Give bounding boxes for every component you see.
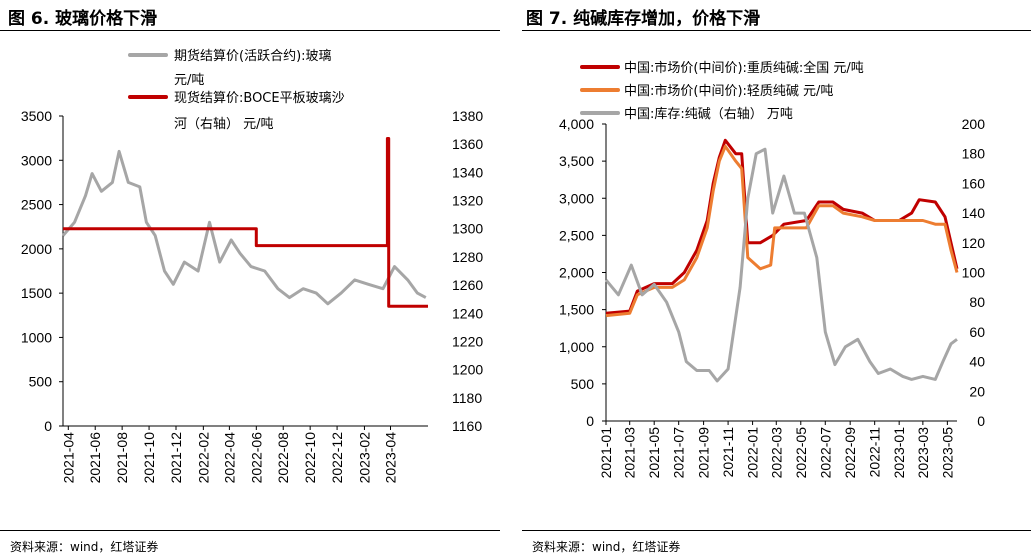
- x-tick-label: 2022-03: [768, 427, 784, 479]
- legend-label: 中国:库存:纯碱（右轴） 万吨: [624, 106, 793, 122]
- series-line-0: [61, 149, 427, 306]
- y2-tick-label: 80: [969, 294, 985, 310]
- x-tick-label: 2022-05: [793, 427, 809, 479]
- x-tick-label: 2022-09: [842, 427, 858, 479]
- series-line-0: [605, 138, 959, 315]
- chart1-title: 图 6. 玻璃价格下滑: [8, 9, 158, 29]
- x-tick-label: 2021-08: [114, 432, 130, 484]
- y2-tick-label: 180: [962, 146, 986, 162]
- x-tick-label: 2022-01: [745, 427, 761, 479]
- y2-tick-label: 0: [977, 413, 985, 429]
- x-tick-label: 2021-10: [141, 432, 157, 484]
- y2-tick-label: 120: [962, 235, 986, 251]
- legend-label: 期货结算价(活跃合约):玻璃: [174, 48, 332, 64]
- x-tick-label: 2021-09: [696, 427, 712, 479]
- y2-tick-label: 1320: [452, 193, 483, 209]
- y-tick-label: 2,000: [559, 265, 594, 281]
- y2-tick-label: 140: [962, 205, 986, 221]
- y-tick-label: 500: [571, 376, 595, 392]
- y-tick-label: 3,500: [559, 153, 594, 169]
- chart2-title: 图 7. 纯碱库存增加，价格下滑: [526, 9, 761, 29]
- y-tick-label: 0: [44, 418, 52, 434]
- y2-tick-label: 40: [969, 354, 985, 370]
- y2-tick-label: 1380: [452, 108, 483, 124]
- x-tick-label: 2022-07: [817, 427, 833, 479]
- y-tick-label: 1000: [21, 329, 52, 345]
- y-tick-label: 2500: [21, 197, 52, 213]
- title-rule: [522, 30, 1031, 31]
- x-tick-label: 2022-02: [195, 432, 211, 484]
- y2-tick-label: 1280: [452, 249, 483, 265]
- y2-tick-label: 1300: [452, 221, 483, 237]
- y2-tick-label: 200: [962, 116, 986, 132]
- x-tick-label: 2022-10: [302, 432, 318, 484]
- legend-label: 元/吨: [174, 73, 204, 88]
- legend-label: 中国:市场价(中间价):重质纯碱:全国 元/吨: [624, 60, 864, 76]
- y2-tick-label: 60: [969, 324, 985, 340]
- y-tick-label: 500: [29, 374, 53, 390]
- y2-tick-label: 1200: [452, 362, 483, 378]
- x-tick-label: 2021-12: [168, 432, 184, 484]
- y2-tick-label: 160: [962, 175, 986, 191]
- x-tick-label: 2023-04: [382, 432, 398, 484]
- y-tick-label: 2,500: [559, 227, 594, 243]
- x-tick-label: 2021-04: [60, 432, 76, 484]
- y2-tick-label: 1260: [452, 277, 483, 293]
- x-tick-label: 2021-03: [622, 427, 638, 479]
- title-rule: [0, 30, 500, 31]
- x-tick-label: 2023-02: [356, 432, 372, 484]
- y-tick-label: 3500: [21, 108, 52, 124]
- y-tick-label: 0: [586, 413, 594, 429]
- series-line-1: [605, 144, 959, 318]
- y2-tick-label: 1360: [452, 136, 483, 152]
- y-tick-label: 3000: [21, 152, 52, 168]
- y2-tick-label: 1160: [452, 418, 482, 434]
- series-line-1: [63, 137, 428, 308]
- x-tick-label: 2023-05: [939, 427, 955, 479]
- x-tick-label: 2022-06: [248, 432, 264, 484]
- footer-rule: [522, 530, 1031, 531]
- y2-tick-label: 1340: [452, 164, 483, 180]
- y2-tick-label: 1220: [452, 333, 483, 349]
- chart2-source: 资料来源：wind，红塔证券: [532, 540, 681, 554]
- series-line-2: [604, 147, 958, 383]
- x-tick-label: 2022-08: [275, 432, 291, 484]
- x-tick-label: 2021-07: [671, 427, 687, 479]
- y2-tick-label: 20: [969, 383, 985, 399]
- x-tick-label: 2021-01: [598, 427, 614, 479]
- y-tick-label: 4,000: [559, 116, 594, 132]
- y-tick-label: 3,000: [559, 190, 594, 206]
- y2-tick-label: 100: [962, 265, 986, 281]
- x-tick-label: 2022-11: [867, 427, 883, 478]
- y-tick-label: 2000: [21, 241, 52, 257]
- x-tick-label: 2021-11: [720, 427, 736, 478]
- y-tick-label: 1,500: [559, 302, 594, 318]
- legend-label: 中国:市场价(中间价):轻质纯碱 元/吨: [624, 83, 833, 99]
- legend-label: 现货结算价:BOCE平板玻璃沙: [174, 90, 345, 106]
- x-tick-label: 2021-06: [87, 432, 103, 484]
- y2-tick-label: 1180: [452, 390, 482, 406]
- y-tick-label: 1,000: [559, 339, 594, 355]
- x-tick-label: 2022-12: [329, 432, 345, 484]
- x-tick-label: 2023-01: [891, 427, 907, 479]
- y2-tick-label: 1240: [452, 305, 483, 321]
- y-tick-label: 1500: [21, 285, 52, 301]
- x-tick-label: 2022-04: [221, 432, 237, 484]
- chart1-source: 资料来源：wind，红塔证券: [10, 540, 159, 554]
- x-tick-label: 2023-03: [915, 427, 931, 479]
- footer-rule: [0, 530, 500, 531]
- x-tick-label: 2021-05: [646, 427, 662, 479]
- legend-label: 河（右轴） 元/吨: [174, 117, 274, 132]
